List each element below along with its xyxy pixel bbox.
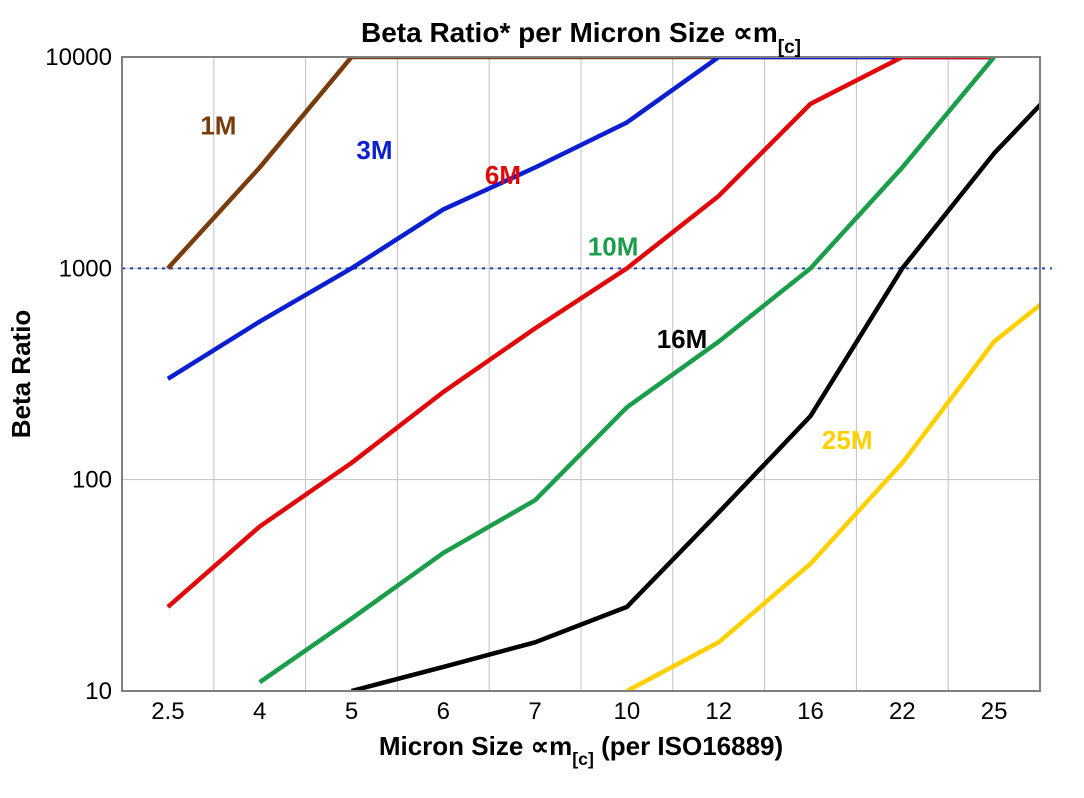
y-tick-100: 100 [72, 467, 112, 494]
x-tick-2.5: 2.5 [151, 698, 184, 725]
x-tick-16: 16 [797, 698, 824, 725]
beta-ratio-chart: 2.5 4 5 6 7 10 12 16 22 25 10 100 1000 10000 1M 3M 6M 1… [0, 0, 1084, 798]
series-label-25M: 25M [822, 425, 873, 455]
series-label-16M: 16M [657, 324, 708, 354]
x-tick-12: 12 [705, 698, 732, 725]
x-tick-22: 22 [889, 698, 916, 725]
y-tick-1000: 1000 [59, 255, 112, 282]
x-tick-6: 6 [437, 698, 450, 725]
y-tick-labels: 10 100 1000 10000 [45, 44, 112, 705]
x-tick-4: 4 [253, 698, 266, 725]
x-tick-labels: 2.5 4 5 6 7 10 12 16 22 25 [151, 698, 1007, 725]
x-tick-7: 7 [528, 698, 541, 725]
x-tick-25: 25 [981, 698, 1008, 725]
series-label-1M: 1M [200, 110, 236, 140]
x-axis-label: Micron Size ∝m[c] (per ISO16889) [379, 731, 783, 769]
series-label-6M: 6M [485, 160, 521, 190]
chart-title: Beta Ratio* per Micron Size ∝m[c] [361, 17, 801, 58]
series-label-10M: 10M [588, 232, 639, 262]
y-tick-10000: 10000 [45, 44, 112, 71]
series-label-3M: 3M [356, 135, 392, 165]
x-tick-5: 5 [345, 698, 358, 725]
y-axis-label: Beta Ratio [6, 310, 36, 439]
x-tick-10: 10 [614, 698, 641, 725]
y-tick-10: 10 [85, 678, 112, 705]
